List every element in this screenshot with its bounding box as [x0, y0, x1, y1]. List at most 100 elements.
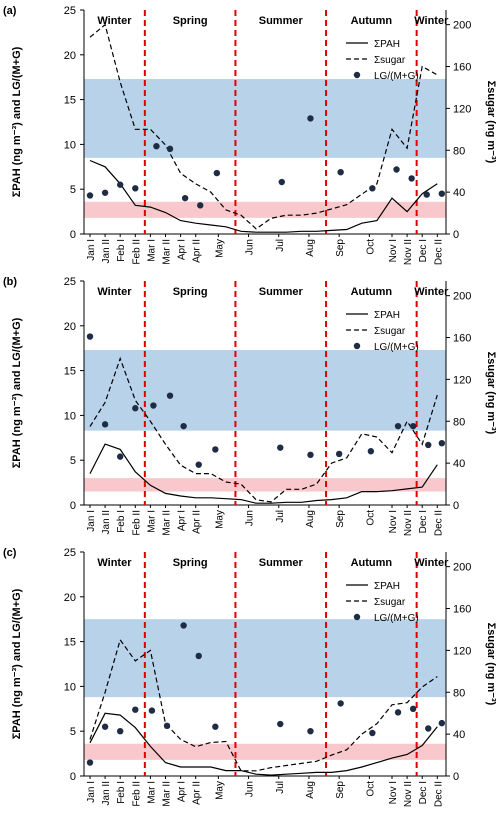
- red-band: [84, 743, 446, 760]
- y-tick-label: 25: [64, 276, 76, 288]
- y2-tick-label: 160: [453, 333, 471, 345]
- x-tick-label: Mar II: [162, 510, 173, 536]
- lg-ratio-point: [181, 194, 189, 202]
- sugar-line: [89, 356, 438, 503]
- x-tick-label: Dec I: [418, 510, 429, 533]
- lg-ratio-point: [197, 202, 204, 209]
- x-tick-label: Feb II: [131, 239, 142, 265]
- lg-ratio-point: [335, 450, 343, 458]
- lg-ratio-point: [195, 461, 202, 468]
- x-tick-label: Apr II: [192, 239, 203, 263]
- season-label: Winter: [97, 286, 132, 298]
- lg-ratio-point: [307, 115, 314, 122]
- lg-ratio-point: [101, 421, 109, 428]
- x-tick-label: Dec II: [433, 510, 444, 536]
- x-tick-label: Feb II: [131, 510, 142, 536]
- lg-ratio-point: [180, 422, 187, 430]
- x-tick-label: Jul: [275, 239, 286, 252]
- x-tick-label: Nov I: [388, 239, 399, 262]
- lg-ratio-point: [86, 192, 94, 199]
- lg-ratio-point: [367, 448, 375, 455]
- lg-ratio-point: [153, 142, 160, 150]
- sugar-line: [89, 23, 438, 230]
- legend-lg-label: LG/(M+G): [374, 342, 419, 353]
- x-tick-label: Dec II: [433, 239, 444, 265]
- legend-lg-swatch: [353, 342, 361, 350]
- lg-ratio-point: [307, 728, 314, 735]
- x-tick-label: Jan II: [101, 239, 112, 263]
- y2-tick-label: 80: [453, 416, 465, 428]
- x-tick-label: Apr I: [177, 239, 188, 260]
- lg-ratio-point: [277, 444, 284, 451]
- lg-ratio-point: [277, 720, 284, 728]
- x-tick-label: Feb I: [116, 239, 127, 262]
- y2-tick-label: 80: [453, 687, 465, 699]
- x-tick-label: Jun: [245, 510, 256, 526]
- lg-ratio-point: [409, 705, 417, 712]
- season-label: Spring: [173, 15, 208, 27]
- legend-pah-label: ΣPAH: [374, 39, 400, 50]
- y-tick-label: 0: [70, 771, 76, 783]
- y2-tick-label: 0: [453, 771, 459, 783]
- x-tick-label: Dec II: [433, 781, 444, 807]
- season-label: Autumn: [351, 557, 393, 569]
- red-band: [84, 201, 446, 218]
- blue-band: [84, 349, 446, 431]
- x-tick-label: Aug: [305, 510, 316, 528]
- y-tick-label: 25: [64, 547, 76, 559]
- y-axis-title: ΣPAH (ng m⁻³) and LG/(M+G): [11, 46, 23, 197]
- x-tick-label: Nov I: [388, 510, 399, 533]
- season-label: Winter: [414, 286, 449, 298]
- x-tick-label: Oct: [365, 510, 376, 526]
- legend-lg-swatch: [353, 613, 361, 621]
- lg-ratio-point: [101, 723, 109, 730]
- lg-ratio-point: [369, 185, 376, 192]
- y-tick-label: 15: [64, 95, 76, 107]
- y-axis-title: ΣPAH (ng m⁻³) and LG/(M+G): [11, 317, 23, 468]
- lg-ratio-point: [337, 700, 344, 707]
- y-tick-label: 25: [64, 5, 76, 17]
- legend-lg-label: LG/(M+G): [374, 613, 419, 624]
- y-tick-label: 20: [64, 50, 76, 62]
- y-tick-label: 20: [64, 592, 76, 604]
- y-tick-label: 5: [70, 726, 76, 738]
- pah-line: [89, 443, 438, 504]
- y2-tick-label: 40: [453, 458, 465, 470]
- lg-ratio-point: [166, 392, 174, 399]
- y2-tick-label: 160: [453, 62, 471, 74]
- x-tick-label: May: [214, 781, 225, 800]
- x-tick-label: Mar II: [162, 239, 173, 265]
- lg-ratio-point: [278, 178, 285, 186]
- y-tick-label: 15: [64, 637, 76, 649]
- lg-ratio-point: [307, 451, 314, 459]
- y2-tick-label: 80: [453, 145, 465, 157]
- x-tick-label: Jan I: [86, 239, 97, 261]
- x-tick-label: Feb I: [116, 781, 127, 804]
- x-tick-label: Mar II: [162, 781, 173, 807]
- lg-ratio-point: [393, 166, 400, 173]
- x-tick-label: Apr I: [177, 781, 188, 802]
- x-tick-label: Jan I: [86, 510, 97, 532]
- lg-ratio-point: [213, 169, 221, 177]
- panel-label: (a): [3, 5, 17, 17]
- x-tick-label: Apr II: [192, 510, 203, 534]
- lg-ratio-point: [369, 729, 376, 737]
- lg-ratio-point: [438, 719, 446, 727]
- chart-panel-2: 0 5 10 15 20 25 0 40 80 120 160 200 Jan I Jan II Feb I…: [3, 276, 497, 536]
- panel-label: (c): [3, 547, 17, 559]
- season-label: Summer: [259, 557, 304, 569]
- lg-ratio-point: [438, 439, 446, 447]
- legend-pah-label: ΣPAH: [374, 581, 400, 592]
- lg-ratio-point: [101, 189, 109, 196]
- lg-ratio-point: [425, 725, 432, 732]
- y-tick-label: 10: [64, 681, 76, 693]
- x-tick-label: Jun: [245, 781, 256, 797]
- y-axis-title: ΣPAH (ng m⁻³) and LG/(M+G): [11, 588, 23, 739]
- lg-ratio-point: [408, 175, 415, 182]
- y2-tick-label: 0: [453, 229, 459, 241]
- x-tick-label: Oct: [365, 781, 376, 797]
- x-tick-label: Apr I: [177, 510, 188, 531]
- y2-axis-title: Σsugar (ng m⁻³): [485, 352, 497, 435]
- lg-ratio-point: [166, 145, 174, 153]
- x-tick-label: Jul: [275, 510, 286, 523]
